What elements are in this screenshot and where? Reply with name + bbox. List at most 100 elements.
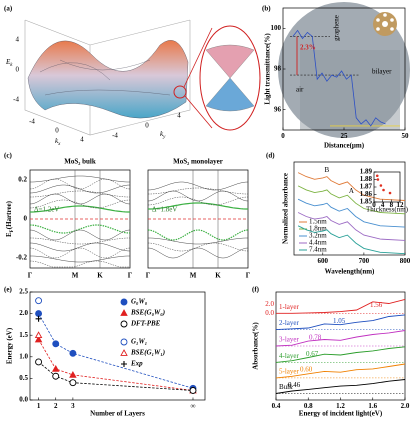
band-surface-illustration	[24, 19, 261, 136]
absorbance-line	[275, 314, 406, 331]
band-line	[29, 247, 131, 259]
legend-label: DFT-PBE	[130, 320, 161, 328]
annotation: bilayer	[372, 68, 392, 76]
layer-label: 3-layer	[279, 336, 299, 344]
absorbance-line	[275, 330, 406, 347]
axis-label-base: k	[160, 130, 164, 138]
y-tick-label: 1.5	[19, 331, 28, 339]
panel-label: (e)	[4, 286, 12, 294]
axis-label: EF(Hartree)	[5, 200, 15, 237]
y-tick-label: 0.0	[19, 396, 28, 404]
layer-label: Bulk	[279, 383, 293, 391]
inset-point	[388, 191, 392, 195]
annotation: air	[296, 86, 304, 94]
absorbance-line	[297, 198, 406, 228]
x-tick-label: 12	[397, 201, 405, 209]
band-line	[30, 175, 130, 183]
axis-label-sub: k	[10, 63, 13, 68]
panel-title: MoS₂ monolayer	[173, 158, 223, 166]
panel-label: (b)	[262, 5, 271, 13]
axis-label-base: k	[55, 137, 59, 145]
marker	[34, 331, 43, 339]
marker	[34, 335, 43, 343]
offset-label: 2.0	[265, 300, 274, 308]
band-line	[29, 242, 131, 252]
absorbance-line	[276, 298, 406, 314]
legend-label: 4.4nm	[309, 239, 327, 247]
inset-point	[379, 184, 383, 187]
k-label: K	[97, 272, 103, 280]
band-line	[29, 224, 131, 234]
absorbance-line	[275, 379, 406, 394]
absorbance-line	[275, 363, 406, 379]
peak-label: 0.78	[309, 334, 322, 342]
axis-label-sub: F	[10, 229, 15, 232]
y-tick-label: 0	[24, 215, 28, 223]
legend-marker	[120, 349, 128, 356]
inset-point	[382, 188, 385, 192]
annotation: A	[349, 187, 354, 195]
legend-label: 1.5nm	[309, 218, 327, 226]
marker	[35, 358, 43, 366]
legend-marker	[120, 338, 128, 346]
marker	[35, 310, 43, 318]
legend-marker	[120, 320, 128, 328]
y-tick-label: 1.88	[360, 175, 373, 183]
layer-label: 4-layer	[279, 352, 299, 360]
k-label: Γ	[246, 272, 251, 280]
annotation: B	[325, 166, 330, 174]
x-tick-label: 8	[390, 201, 394, 209]
band-line	[29, 229, 131, 241]
peak-label: 1.05	[333, 317, 346, 325]
marker	[35, 315, 42, 322]
panel-label: (c)	[4, 152, 12, 160]
legend-marker	[120, 298, 128, 306]
legend-marker	[121, 361, 127, 367]
x-tick-label: 25	[341, 132, 349, 140]
x-tick-label: 3	[71, 402, 75, 410]
inset-point	[375, 174, 379, 178]
y-tick-label: 98	[274, 65, 282, 73]
tick-label: 4	[177, 112, 181, 120]
band-line	[29, 260, 130, 268]
x-tick-label: 0.8	[304, 402, 313, 410]
axis-label: Ek	[5, 58, 13, 68]
y-tick-label: 1.85	[360, 198, 373, 206]
legend-label: 3.2nm	[309, 232, 327, 240]
x-tick-label: 1.2	[336, 402, 345, 410]
band-line	[147, 229, 249, 241]
band-line	[30, 237, 130, 245]
x-tick-label: 600	[318, 257, 329, 265]
absorbance-line	[297, 172, 406, 201]
axis-label-base: E	[5, 232, 13, 237]
tick-label: -4	[29, 118, 35, 126]
peak-label: 0.60	[300, 366, 313, 374]
absorbance-line	[297, 212, 406, 241]
peak-label: 0.67	[306, 350, 319, 358]
marker	[69, 371, 77, 378]
y-tick-label: -0.2	[16, 254, 28, 262]
axis-label: Distance(μm)	[324, 142, 365, 150]
k-label: K	[215, 272, 221, 280]
gap-label: Δ=1.8eV	[152, 206, 177, 214]
y-tick-label: 1.87	[360, 183, 373, 191]
band-line	[30, 190, 130, 198]
legend-label: 7.4nm	[309, 246, 327, 254]
y-tick-label: 2.5	[19, 288, 28, 296]
k-label: M	[190, 272, 197, 280]
marker	[69, 379, 77, 387]
annotation: graphene	[333, 15, 341, 41]
marker	[52, 372, 60, 380]
legend-label: BSE(G₀W₀)	[130, 309, 165, 317]
absorbance-line	[275, 346, 406, 363]
x-tick-label: 2	[54, 402, 58, 410]
k-label: Γ	[28, 272, 33, 280]
fit-line	[38, 313, 194, 389]
layer-label: 2-layer	[279, 319, 299, 327]
axis-label-rest: (Hartree)	[5, 200, 13, 229]
tick-label: 0	[16, 66, 20, 74]
x-tick-label: 4	[381, 201, 385, 209]
panel-label: (d)	[266, 152, 275, 160]
annotation: 2.3%	[300, 44, 316, 52]
band-line	[147, 190, 249, 202]
